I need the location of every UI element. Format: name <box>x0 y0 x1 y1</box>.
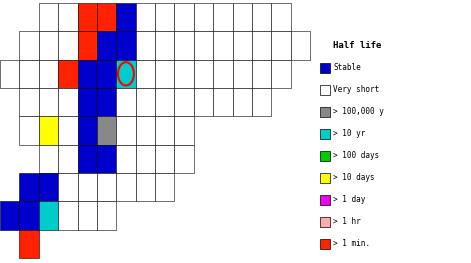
Text: $^{13}$B: $^{13}$B <box>139 98 151 107</box>
Text: $^{17}$O: $^{17}$O <box>100 13 113 22</box>
Text: $^{23}$O: $^{23}$O <box>217 13 229 22</box>
Text: $^{11}$C: $^{11}$C <box>62 69 73 78</box>
Text: $^{17}$B: $^{17}$B <box>217 98 228 107</box>
Text: > 1 day: > 1 day <box>333 195 365 205</box>
Text: $^{15}$C: $^{15}$C <box>139 69 151 78</box>
Text: $^{7}$Be: $^{7}$Be <box>42 126 55 135</box>
Text: $^{19}$C: $^{19}$C <box>217 69 229 78</box>
Text: $^{11}$N: $^{11}$N <box>42 41 54 50</box>
Text: $^{6}$Be: $^{6}$Be <box>23 126 35 135</box>
Text: n: n <box>27 241 31 246</box>
Text: $^{8}$He: $^{8}$He <box>119 183 132 192</box>
Text: $^{19}$O: $^{19}$O <box>139 13 152 22</box>
Text: $^{8}$B: $^{8}$B <box>44 98 53 107</box>
Text: $^{18}$O: $^{18}$O <box>120 13 132 22</box>
Text: $^{14}$Be: $^{14}$Be <box>176 126 192 135</box>
Text: $^{4}$H: $^{4}$H <box>63 211 73 220</box>
Text: $^{24}$O: $^{24}$O <box>236 13 248 22</box>
Text: $^{10}$B: $^{10}$B <box>81 98 93 107</box>
Text: $^{18}$N: $^{18}$N <box>178 41 190 50</box>
Text: $^{12}$N: $^{12}$N <box>62 41 74 50</box>
Text: > 100,000 y: > 100,000 y <box>333 108 384 117</box>
Text: $^{17}$C: $^{17}$C <box>178 69 190 78</box>
Text: $^{20}$O: $^{20}$O <box>159 13 171 22</box>
Text: $^{10}$N: $^{10}$N <box>23 41 35 50</box>
Text: $^{1}$H: $^{1}$H <box>5 211 14 220</box>
Text: Very short: Very short <box>333 85 379 94</box>
Text: $^{11}$Be: $^{11}$Be <box>118 126 134 135</box>
Text: $^{20}$N: $^{20}$N <box>217 41 229 50</box>
Text: $^{25}$O: $^{25}$O <box>255 13 268 22</box>
Text: $^{26}$O: $^{26}$O <box>275 13 287 22</box>
Text: $^{15}$B: $^{15}$B <box>178 98 190 107</box>
Text: $^{21}$O: $^{21}$O <box>178 13 190 22</box>
Text: $^{21}$N: $^{21}$N <box>236 41 248 50</box>
Text: $^{10}$Be: $^{10}$Be <box>99 126 114 135</box>
Text: $^{8}$Be: $^{8}$Be <box>61 126 74 135</box>
Text: $^{11}$B: $^{11}$B <box>101 98 113 107</box>
Text: $^{2}$H: $^{2}$H <box>24 211 33 220</box>
Text: > 10 yr: > 10 yr <box>333 129 365 139</box>
Text: Half life: Half life <box>333 41 382 49</box>
Text: $^{5}$H: $^{5}$H <box>82 211 92 220</box>
Text: $^{16}$B: $^{16}$B <box>198 98 209 107</box>
Text: $^{19}$N: $^{19}$N <box>197 41 210 50</box>
Text: $^{10}$C: $^{10}$C <box>42 69 54 78</box>
Text: $^{10}$He: $^{10}$He <box>157 183 173 192</box>
Text: $^{14}$B: $^{14}$B <box>159 98 171 107</box>
Text: $^{21}$C: $^{21}$C <box>256 69 268 78</box>
Text: $^{18}$C: $^{18}$C <box>197 69 209 78</box>
Text: $^{9}$He: $^{9}$He <box>138 183 152 192</box>
Text: $^{5}$He: $^{5}$He <box>61 183 74 192</box>
Text: $^{8}$Li: $^{8}$Li <box>121 154 131 164</box>
Text: $^{22}$N: $^{22}$N <box>256 41 268 50</box>
Text: $^{15}$N: $^{15}$N <box>120 41 132 50</box>
Text: $^{6}$He: $^{6}$He <box>81 183 94 192</box>
Text: $^{12}$Be: $^{12}$Be <box>138 126 153 135</box>
Text: $^{22}$C: $^{22}$C <box>275 69 287 78</box>
Text: $^{3}$H: $^{3}$H <box>44 211 53 220</box>
Text: $^{7}$He: $^{7}$He <box>100 183 113 192</box>
Text: $^{6}$H: $^{6}$H <box>102 211 111 220</box>
Text: $^{20}$C: $^{20}$C <box>236 69 248 78</box>
Text: $^{7}$B: $^{7}$B <box>24 98 33 107</box>
Text: $^{4}$He: $^{4}$He <box>42 183 55 192</box>
Text: $^{13}$N: $^{13}$N <box>81 41 93 50</box>
Text: $^{19}$B: $^{19}$B <box>256 98 268 107</box>
Text: $^{9}$Be: $^{9}$Be <box>81 126 94 135</box>
Text: $^{7}$Li: $^{7}$Li <box>102 154 112 164</box>
Text: $^{3}$He: $^{3}$He <box>23 183 36 192</box>
Text: $^{10}$Li: $^{10}$Li <box>158 154 171 164</box>
Text: $^{6}$Li: $^{6}$Li <box>82 154 92 164</box>
Text: > 1 hr: > 1 hr <box>333 218 361 226</box>
Text: $^{18}$B: $^{18}$B <box>236 98 248 107</box>
Text: $^{14}$O: $^{14}$O <box>42 13 55 22</box>
Text: $^{22}$O: $^{22}$O <box>197 13 210 22</box>
Text: $^{16}$C: $^{16}$C <box>159 69 171 78</box>
Text: $^{16}$N: $^{16}$N <box>139 41 151 50</box>
Text: $^{9}$Li: $^{9}$Li <box>140 154 150 164</box>
Text: $^{24}$N: $^{24}$N <box>294 41 306 50</box>
Text: $^{15}$O: $^{15}$O <box>62 13 74 22</box>
Text: $^{12}$C: $^{12}$C <box>81 69 93 78</box>
Text: $^{5}$Li: $^{5}$Li <box>63 154 73 164</box>
Text: $^{4}$Li: $^{4}$Li <box>44 154 53 164</box>
Text: $^{12}$B: $^{12}$B <box>120 98 132 107</box>
Text: $^{11}$Li: $^{11}$Li <box>178 154 190 164</box>
Text: $^{8}$C: $^{8}$C <box>5 69 14 78</box>
Text: $^{9}$C: $^{9}$C <box>24 69 33 78</box>
Text: > 100 days: > 100 days <box>333 151 379 160</box>
Text: $^{13}$C: $^{13}$C <box>101 69 113 78</box>
Text: $^{23}$N: $^{23}$N <box>275 41 287 50</box>
Text: Stable: Stable <box>333 63 361 73</box>
Text: $^{14}$C: $^{14}$C <box>120 69 132 78</box>
Text: $^{14}$N: $^{14}$N <box>101 41 113 50</box>
Text: $^{13}$Be: $^{13}$Be <box>157 126 172 135</box>
Text: $^{17}$N: $^{17}$N <box>159 41 171 50</box>
Text: > 1 min.: > 1 min. <box>333 240 370 249</box>
Text: $^{9}$B: $^{9}$B <box>64 98 72 107</box>
Text: > 10 days: > 10 days <box>333 174 374 183</box>
Text: $^{16}$O: $^{16}$O <box>81 13 93 22</box>
